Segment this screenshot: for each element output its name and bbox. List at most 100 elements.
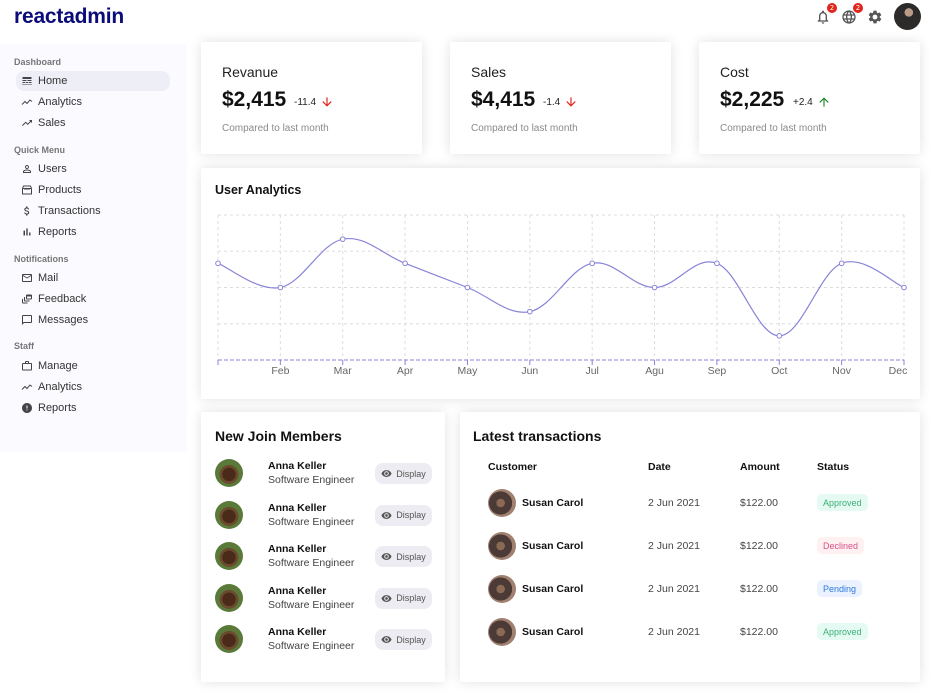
sidebar-item-label: Users [38,163,67,175]
member-row: Anna Keller Software Engineer Display [215,459,435,489]
transaction-amount: $122.00 [740,540,778,552]
status-badge[interactable]: Approved [817,494,868,511]
display-button-label: Display [396,510,426,520]
notifications-button[interactable]: 2 [814,2,837,26]
sidebar-section-staff: Staff [14,341,34,351]
sidebar-item-users[interactable]: Users [16,159,170,179]
featured-sub: Compared to last month [222,123,329,134]
arrow-up-icon [819,97,829,107]
data-point [838,260,845,267]
dollar-icon [24,206,30,216]
featured-card-revenue: Revanue $2,415 -11.4 Compared to last mo… [201,42,422,154]
member-avatar [215,459,243,487]
user-analytics-card: User Analytics Feb Mar Apr May Jun Jul Agu Sep O… [201,168,920,399]
member-row: Anna Keller Software Engineer Display [215,500,435,531]
customer-avatar [488,575,516,603]
member-name: Anna Keller [268,543,327,555]
status-badge[interactable]: Pending [817,580,863,597]
chat-bubble-icon [22,315,32,325]
sidebar-item-label: Reports [38,226,77,238]
user-avatar[interactable] [894,3,921,30]
customer-name: Susan Carol [522,497,584,509]
sidebar-item-manage[interactable]: Manage [16,356,170,376]
display-button-label: Display [396,634,426,645]
gear-icon [868,10,882,23]
sidebar-item-mail[interactable]: Mail [16,268,170,288]
timeline-icon [21,384,33,390]
sidebar-item-home[interactable]: Home [16,71,170,91]
transaction-amount: $122.00 [740,497,778,509]
topbar-icons: 2 2 [814,2,921,30]
sidebar-item-staff-reports[interactable]: Reports [16,398,170,418]
sidebar-item-sales[interactable]: Sales [16,113,170,133]
featured-money: $2,225 [720,88,785,111]
language-button[interactable]: 2 [840,2,863,26]
sidebar-item-label: Products [38,184,82,196]
display-button[interactable]: Display [375,587,432,609]
sidebar-item-analytics[interactable]: Analytics [16,92,170,112]
header-amount: Amount [740,461,780,473]
sidebar-item-transactions[interactable]: Transactions [16,201,170,221]
data-point [714,260,720,267]
featured-money: $2,415 [222,88,287,111]
display-button[interactable]: Display [375,463,432,484]
line-style-icon [22,77,32,85]
topbar: reactadmin 2 2 [0,0,935,38]
data-point [464,284,471,291]
work-outline-icon [22,361,32,371]
data-point [527,308,533,315]
member-name: Anna Keller [268,584,327,597]
x-tick-label: Apr [397,365,414,377]
member-title: Software Engineer [268,515,355,528]
sidebar-item-messages[interactable]: Messages [16,310,170,330]
status-badge[interactable]: Approved [817,623,868,640]
widget-title: Latest transactions [473,428,602,444]
sidebar-item-products[interactable]: Products [16,180,170,200]
sidebar-item-reports[interactable]: Reports [16,222,170,242]
customer-name: Susan Carol [522,583,584,595]
sidebar-item-label: Mail [38,272,59,284]
transaction-date: 2 Jun 2021 [648,540,700,552]
sidebar-item-staff-analytics[interactable]: Analytics [16,377,170,397]
sidebar-item-label: Feedback [38,293,87,305]
member-name: Anna Keller [268,626,327,638]
member-avatar [215,625,243,653]
sidebar-item-feedback[interactable]: Feedback [16,289,170,309]
data-point [277,284,284,291]
x-tick-label: Agu [645,365,664,377]
member-title: Software Engineer [268,598,355,611]
display-button[interactable]: Display [375,546,432,567]
sidebar-item-label: Analytics [38,96,83,108]
featured-rate-value: -1.4 [543,96,561,108]
sidebar-section-quick-menu: Quick Menu [14,145,66,155]
x-tick-label: Jun [521,365,538,377]
sidebar-item-label: Manage [38,360,78,372]
display-button[interactable]: Display [375,504,432,526]
x-tick-label: Oct [771,365,787,377]
display-button[interactable]: Display [375,629,432,650]
settings-button[interactable] [866,8,884,26]
user-analytics-chart: Feb Mar Apr May Jun Jul Agu Sep Oct Nov Dec [215,214,907,377]
featured-money: $4,415 [471,88,536,111]
sidebar-item-label: Analytics [38,381,83,393]
member-title: Software Engineer [268,640,355,652]
member-title: Software Engineer [268,557,355,569]
display-button-label: Display [396,593,426,603]
sidebar-item-label: Sales [38,117,66,129]
app-logo[interactable]: reactadmin [14,5,125,28]
member-row: Anna Keller Software Engineer Display [215,625,435,655]
sidebar-section-notifications: Notifications [14,254,69,264]
status-badge[interactable]: Declined [817,537,865,554]
featured-sub: Compared to last month [471,123,578,134]
x-tick-label: Mar [334,365,353,377]
member-avatar [215,583,243,612]
display-button-label: Display [396,468,426,479]
data-point [589,260,595,267]
data-point [776,333,783,339]
storefront-icon [22,185,32,195]
eye-icon [381,594,392,602]
member-name: Anna Keller [268,501,327,514]
data-point [901,284,907,291]
member-avatar [215,542,243,570]
x-tick-label: Feb [271,365,289,377]
